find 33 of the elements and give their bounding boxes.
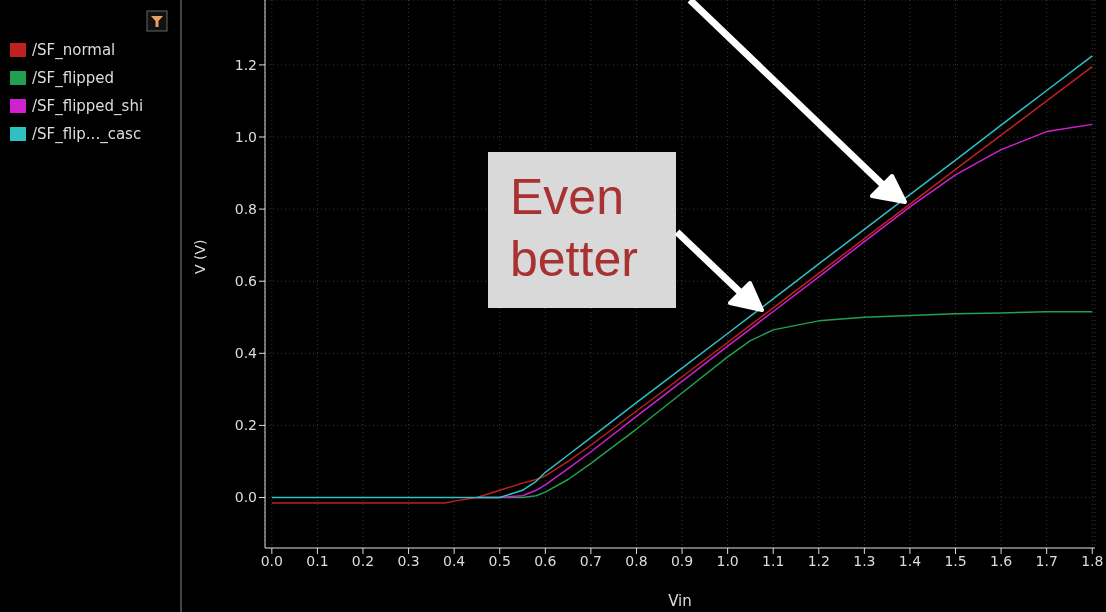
x-tick-label: 1.1	[762, 552, 785, 569]
x-tick-label: 0.8	[625, 552, 648, 569]
x-tick-label: 1.0	[716, 552, 739, 569]
x-tick-label: 0.4	[443, 552, 466, 569]
y-tick-label: 0.0	[234, 489, 257, 506]
legend-label: /SF_normal	[32, 41, 116, 59]
y-tick-label: 0.2	[234, 417, 257, 434]
x-tick-label: 1.5	[944, 552, 967, 569]
y-tick-label: 0.8	[234, 201, 257, 218]
legend-label: /SF_flipped_shi	[32, 97, 144, 115]
x-tick-label: 0.3	[397, 552, 420, 569]
x-tick-label: 1.7	[1035, 552, 1058, 569]
x-tick-label: 0.0	[260, 552, 283, 569]
x-tick-label: 1.8	[1081, 552, 1104, 569]
legend-label: /SF_flipped	[32, 69, 115, 87]
y-tick-label: 1.2	[234, 56, 257, 73]
x-tick-label: 1.6	[989, 552, 1013, 569]
y-axis-title: V (V)	[191, 239, 208, 274]
x-tick-label: 1.3	[853, 552, 876, 569]
x-tick-label: 0.9	[670, 552, 694, 569]
x-tick-label: 1.2	[807, 552, 830, 569]
y-tick-label: 0.6	[234, 273, 258, 290]
x-tick-label: 0.5	[488, 552, 511, 569]
legend-label: /SF_flip..._casc	[32, 125, 142, 143]
x-tick-label: 0.6	[534, 552, 557, 569]
y-tick-label: 0.4	[234, 345, 258, 362]
x-tick-label: 0.2	[351, 552, 375, 569]
annotation: Even better	[510, 168, 639, 289]
x-tick-label: 0.7	[579, 552, 603, 569]
x-tick-label: 0.1	[306, 552, 329, 569]
x-tick-label: 1.4	[898, 552, 922, 569]
y-tick-label: 1.0	[234, 128, 257, 145]
x-axis-title: Vin	[668, 592, 692, 610]
